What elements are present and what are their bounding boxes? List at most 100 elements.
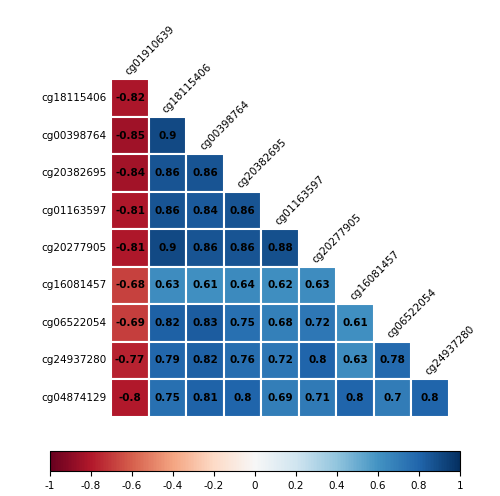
Text: cg01163597: cg01163597	[42, 205, 107, 216]
Text: cg24937280: cg24937280	[423, 324, 476, 377]
Text: 0.8: 0.8	[308, 356, 326, 366]
Bar	[336, 379, 374, 417]
Text: -0.8: -0.8	[118, 393, 142, 403]
Bar	[186, 192, 224, 229]
Text: 0.75: 0.75	[230, 318, 256, 328]
Bar	[149, 117, 186, 154]
Bar	[262, 267, 298, 304]
Text: cg20382695: cg20382695	[236, 137, 288, 190]
Bar	[374, 342, 411, 379]
Bar	[112, 192, 149, 229]
Text: cg00398764: cg00398764	[198, 99, 251, 152]
Bar	[336, 342, 374, 379]
Text: 0.8: 0.8	[420, 393, 439, 403]
Bar	[149, 192, 186, 229]
Bar	[262, 379, 298, 417]
Bar	[149, 342, 186, 379]
Text: cg20277905: cg20277905	[310, 212, 364, 265]
Text: -0.81: -0.81	[115, 205, 145, 216]
Text: cg06522054: cg06522054	[386, 287, 438, 340]
Text: 0.86: 0.86	[154, 205, 180, 216]
Text: 0.63: 0.63	[342, 356, 368, 366]
Bar	[149, 267, 186, 304]
Bar	[374, 379, 411, 417]
Text: 0.8: 0.8	[346, 393, 364, 403]
Bar	[112, 79, 149, 117]
Text: cg18115406: cg18115406	[160, 62, 214, 115]
Bar	[149, 154, 186, 192]
Text: 0.78: 0.78	[380, 356, 406, 366]
Bar	[186, 379, 224, 417]
Text: 0.68: 0.68	[267, 318, 293, 328]
Text: 0.86: 0.86	[192, 243, 218, 253]
Text: cg01910639: cg01910639	[123, 24, 176, 77]
Bar	[149, 229, 186, 267]
Text: -0.81: -0.81	[115, 243, 145, 253]
Bar	[149, 379, 186, 417]
Text: 0.9: 0.9	[158, 130, 177, 140]
Bar	[186, 342, 224, 379]
Bar	[186, 304, 224, 342]
Text: 0.69: 0.69	[267, 393, 293, 403]
Bar	[298, 342, 336, 379]
Bar	[224, 304, 262, 342]
Text: 0.88: 0.88	[267, 243, 293, 253]
Text: 0.81: 0.81	[192, 393, 218, 403]
Text: -0.85: -0.85	[115, 130, 145, 140]
Text: 0.61: 0.61	[192, 280, 218, 291]
Text: cg04874129: cg04874129	[42, 393, 107, 403]
Bar	[262, 304, 298, 342]
Text: 0.82: 0.82	[154, 318, 180, 328]
Bar	[112, 379, 149, 417]
Text: 0.63: 0.63	[154, 280, 180, 291]
Text: cg00398764: cg00398764	[42, 130, 107, 140]
Bar	[298, 267, 336, 304]
Text: cg20277905: cg20277905	[42, 243, 107, 253]
Text: -0.69: -0.69	[115, 318, 145, 328]
Bar	[336, 304, 374, 342]
Text: cg18115406: cg18115406	[42, 93, 107, 103]
Text: cg16081457: cg16081457	[348, 249, 401, 303]
Bar	[112, 154, 149, 192]
Text: 0.7: 0.7	[383, 393, 402, 403]
Text: 0.82: 0.82	[192, 356, 218, 366]
Bar	[224, 267, 262, 304]
Bar	[112, 267, 149, 304]
Bar	[224, 379, 262, 417]
Text: 0.86: 0.86	[192, 168, 218, 178]
Text: 0.79: 0.79	[154, 356, 180, 366]
Bar	[298, 304, 336, 342]
Text: 0.72: 0.72	[304, 318, 330, 328]
Bar	[224, 229, 262, 267]
Text: -0.68: -0.68	[115, 280, 145, 291]
Text: 0.86: 0.86	[230, 205, 256, 216]
Text: 0.84: 0.84	[192, 205, 218, 216]
Text: 0.71: 0.71	[304, 393, 330, 403]
Bar	[411, 379, 449, 417]
Text: 0.75: 0.75	[154, 393, 180, 403]
Text: 0.9: 0.9	[158, 243, 177, 253]
Bar	[149, 304, 186, 342]
Bar	[262, 342, 298, 379]
Text: 0.8: 0.8	[234, 393, 252, 403]
Text: 0.64: 0.64	[230, 280, 256, 291]
Text: 0.86: 0.86	[230, 243, 256, 253]
Text: cg01163597: cg01163597	[273, 174, 326, 227]
Bar	[112, 304, 149, 342]
Bar	[262, 229, 298, 267]
Text: -0.84: -0.84	[115, 168, 145, 178]
Text: 0.72: 0.72	[267, 356, 293, 366]
Bar	[298, 379, 336, 417]
Bar	[186, 229, 224, 267]
Bar	[112, 117, 149, 154]
Text: cg20382695: cg20382695	[42, 168, 107, 178]
Bar	[112, 342, 149, 379]
Text: 0.62: 0.62	[267, 280, 293, 291]
Text: cg24937280: cg24937280	[42, 356, 107, 366]
Bar	[224, 342, 262, 379]
Text: 0.86: 0.86	[154, 168, 180, 178]
Text: 0.61: 0.61	[342, 318, 368, 328]
Text: -0.77: -0.77	[115, 356, 145, 366]
Text: cg16081457: cg16081457	[42, 280, 107, 291]
Bar	[112, 229, 149, 267]
